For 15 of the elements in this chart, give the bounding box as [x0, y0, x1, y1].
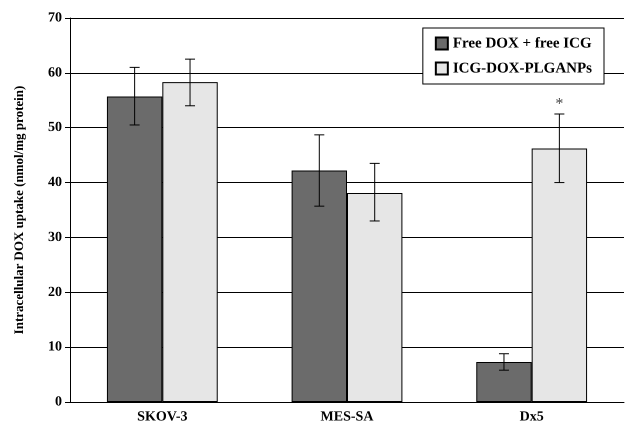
- y-tick-label: 30: [48, 230, 62, 245]
- y-tick-label: 40: [48, 175, 62, 190]
- y-tick-label: 10: [48, 340, 62, 355]
- legend-label: ICG-DOX-PLGANPs: [452, 60, 592, 76]
- y-tick-label: 70: [48, 10, 62, 26]
- y-tick-label: 60: [48, 65, 62, 80]
- x-tick-label: Dx5: [520, 410, 544, 424]
- y-tick-label: 50: [48, 120, 62, 136]
- y-tick-label: 20: [48, 284, 62, 300]
- annotation: *: [555, 96, 564, 112]
- y-axis-title: Intracellular DOX uptake (nmol/mg protein): [11, 86, 26, 334]
- y-tick-label: 0: [55, 394, 62, 410]
- x-tick-label: SKOV-3: [137, 410, 188, 424]
- legend-label: Free DOX + free ICG: [452, 36, 592, 52]
- x-tick-label: MES-SA: [320, 410, 374, 424]
